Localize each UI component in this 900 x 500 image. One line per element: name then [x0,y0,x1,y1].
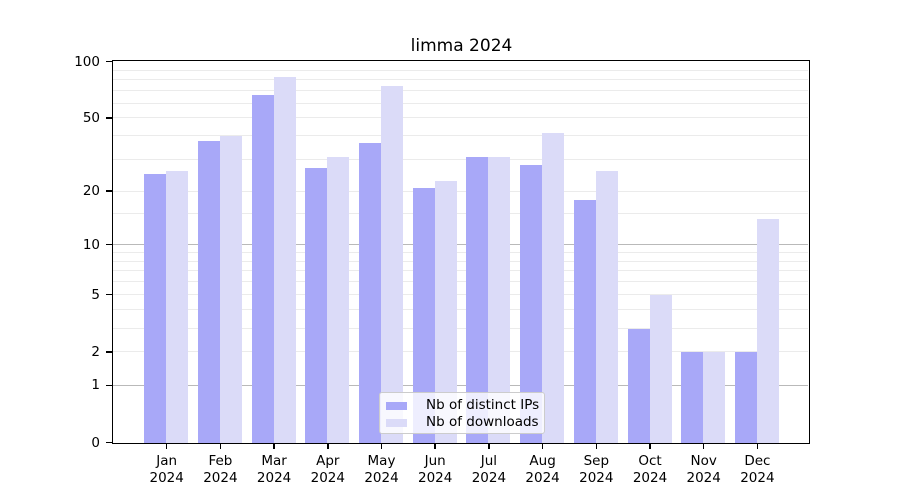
x-axis-tick [488,442,490,449]
gridline-minor [113,260,808,262]
legend-swatch-downloads [386,418,407,427]
x-axis-tick [380,442,383,449]
plot-area: Nb of distinct IPs Nb of downloads [112,60,810,444]
x-tick-label: Dec 2024 [740,453,775,486]
y-axis-tick [106,351,112,353]
x-tick-label: Jun 2024 [418,453,453,486]
y-axis-tick [106,60,112,63]
bar-downloads [542,132,565,443]
bar-downloads [434,180,457,443]
x-tick-label: Oct 2024 [632,453,668,486]
x-tick-label: Nov 2024 [686,453,721,486]
y-tick-label: 5 [91,286,100,303]
x-axis-tick [165,442,168,449]
x-axis-tick [327,442,329,449]
gridline-minor [113,135,808,137]
y-tick-label: 2 [91,343,100,360]
y-tick-label: 10 [82,236,100,253]
x-axis-tick [541,442,544,449]
bar-distinct-ips [734,352,757,443]
bar-distinct-ips [466,156,489,443]
y-tick-label: 20 [82,183,100,200]
x-tick-label: Feb 2024 [203,453,238,486]
bar-distinct-ips [251,94,274,443]
y-tick-label: 100 [74,53,100,70]
legend-label-downloads: Nb of downloads [426,414,539,430]
bar-distinct-ips [197,140,220,443]
bar-downloads [649,295,672,443]
y-tick-label: 0 [91,434,100,451]
bar-distinct-ips [305,167,328,443]
x-axis-tick [756,442,759,449]
bar-distinct-ips [359,142,381,443]
x-axis-tick [273,442,275,449]
y-axis-tick [106,441,112,444]
y-tick-label: 1 [91,377,100,394]
bar-distinct-ips [573,199,596,443]
x-tick-label: Apr 2024 [310,453,345,486]
gridline-minor [113,251,808,253]
bar-distinct-ips [520,165,543,443]
y-axis-tick [106,384,112,387]
gridline-minor [113,79,808,81]
gridline-minor [113,69,808,71]
x-axis-tick [649,442,651,449]
gridline-minor [113,351,808,353]
x-tick-label: Sep 2024 [579,453,614,486]
legend: Nb of distinct IPs Nb of downloads [379,392,545,434]
gridline-minor [113,102,808,104]
x-tick-label: Mar 2024 [256,453,292,486]
x-axis-tick [434,442,436,449]
bar-downloads [166,170,189,443]
bar-downloads [595,170,618,443]
bar-downloads [327,156,350,443]
gridline-major [113,244,808,246]
gridline-minor [113,90,808,92]
gridline-minor [113,309,808,311]
y-tick-label: 50 [82,109,100,126]
x-tick-label: May 2024 [364,453,399,486]
legend-label-distinct-ips: Nb of distinct IPs [426,397,540,413]
legend-row-downloads: Nb of downloads [386,414,544,431]
bar-distinct-ips [144,174,167,443]
bar-downloads [756,219,779,443]
gridline-minor [113,281,808,283]
y-axis-tick [106,117,112,119]
bar-downloads [219,136,242,443]
legend-row-distinct-ips: Nb of distinct IPs [386,397,544,414]
gridline-minor [113,294,808,296]
bar-downloads [703,352,726,443]
legend-swatch-distinct-ips [386,401,407,410]
x-tick-label: Jan 2024 [149,453,184,486]
bar-downloads [273,77,296,443]
bar-distinct-ips [681,352,704,443]
y-axis-tick [106,190,112,192]
x-axis-tick [702,442,705,449]
gridline-minor [113,270,808,272]
gridline-minor [113,327,808,329]
gridline-major [113,384,808,386]
x-tick-label: Aug 2024 [525,453,560,486]
x-axis-tick [595,442,598,449]
x-tick-label: Jul 2024 [471,453,507,486]
gridline-minor [113,117,808,119]
gridline-minor [113,213,808,215]
bar-downloads [381,85,403,443]
y-axis-tick [106,293,112,296]
chart-title: limma 2024 [410,36,513,56]
bar-downloads [488,156,511,443]
x-axis-tick [219,442,222,449]
bar-distinct-ips [627,328,650,443]
gridline-minor [113,158,808,160]
gridline-minor [113,190,808,192]
bar-distinct-ips [412,187,435,443]
y-axis-tick [106,243,112,246]
